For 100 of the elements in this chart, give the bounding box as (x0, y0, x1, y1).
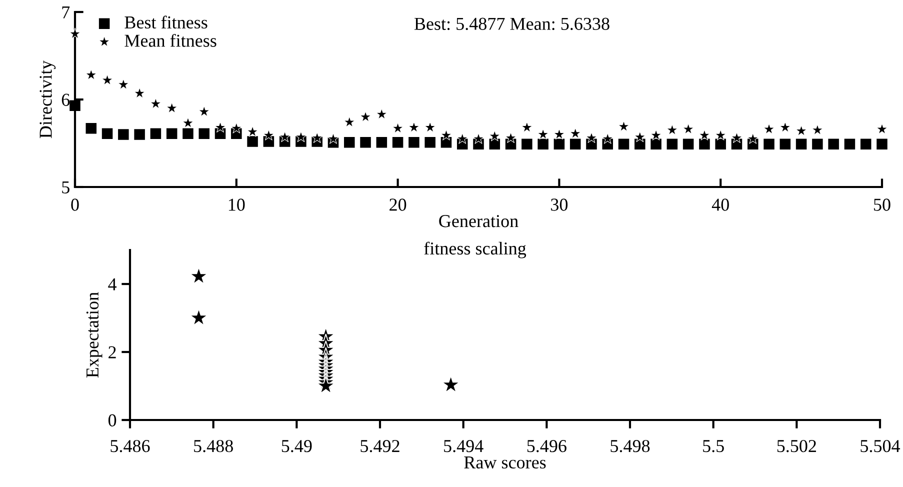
point (537, 128, 549, 140)
y-tick-label: 2 (108, 346, 116, 358)
point (699, 138, 710, 150)
point (795, 124, 808, 136)
point (360, 136, 371, 148)
point (150, 128, 162, 140)
point (666, 138, 678, 150)
point (69, 28, 81, 39)
x-tick-label: 5.494 (444, 440, 484, 452)
point (344, 116, 356, 128)
x-tick-label: 5.49 (282, 440, 312, 452)
point (102, 128, 113, 140)
point (504, 132, 517, 143)
y-axis-title: Directivity (40, 60, 56, 138)
point (344, 136, 355, 148)
point (182, 117, 194, 128)
point (150, 98, 162, 109)
point (780, 138, 791, 150)
point (876, 123, 888, 134)
x-tick-label: 20 (390, 198, 406, 211)
point (376, 108, 388, 120)
point (682, 138, 694, 150)
point (198, 128, 210, 140)
point (828, 138, 839, 150)
x-tick-label: 5.498 (610, 440, 650, 452)
x-tick-label: 5.5 (703, 440, 724, 452)
point (392, 136, 404, 148)
x-axis-title: Raw scores (464, 456, 546, 469)
point (230, 122, 242, 134)
point (134, 129, 145, 140)
point (488, 130, 500, 142)
point (101, 74, 114, 86)
point (521, 121, 533, 132)
point (570, 128, 582, 139)
point (522, 138, 532, 150)
point (682, 123, 694, 134)
point (70, 100, 80, 112)
point (247, 136, 258, 147)
point (714, 129, 726, 140)
point (586, 132, 598, 143)
point (570, 138, 581, 150)
point (634, 131, 646, 142)
x-axis-title: Generation (439, 215, 518, 228)
point (844, 138, 856, 150)
point (876, 138, 888, 150)
x-tick-label: 40 (712, 198, 729, 211)
point (618, 120, 630, 132)
point (327, 132, 340, 144)
point (279, 131, 291, 142)
point (618, 138, 630, 150)
point (860, 138, 872, 150)
point (408, 121, 420, 132)
point (812, 124, 824, 136)
x-tick-label: 50 (874, 198, 890, 211)
x-tick-label: 5.488 (194, 440, 233, 452)
point (715, 138, 726, 150)
legend-label: Best fitness (124, 16, 208, 29)
point (295, 131, 307, 142)
y-tick-label: 7 (62, 6, 70, 18)
point (489, 138, 500, 150)
point (198, 106, 210, 117)
x-tick-label: 5.492 (360, 440, 400, 452)
x-tick-label: 5.496 (527, 440, 566, 452)
point (424, 136, 436, 148)
x-tick-label: 5.486 (110, 440, 150, 452)
legend-label: Mean fitness (124, 34, 216, 47)
point (747, 132, 759, 144)
point (440, 129, 452, 140)
point (360, 110, 372, 122)
point (538, 138, 548, 150)
chart-title: fitness scaling (424, 242, 526, 258)
point (392, 122, 404, 134)
annotation: Best: 5.4877 Mean: 5.6338 (414, 18, 610, 30)
point (554, 138, 565, 150)
point (118, 78, 130, 90)
y-axis-title: Expectation (86, 292, 102, 378)
point (796, 138, 807, 150)
point (408, 136, 420, 148)
x-tick-label: 5.504 (860, 440, 900, 452)
x-tick-label: 10 (228, 198, 245, 211)
point (262, 129, 274, 140)
point (424, 121, 436, 132)
y-tick-label: 5 (62, 181, 70, 194)
x-tick-label: 30 (551, 198, 568, 211)
y-tick-label: 0 (108, 414, 116, 426)
point (763, 123, 775, 134)
y-tick-label: 6 (62, 94, 70, 106)
point (456, 132, 468, 144)
point (311, 132, 323, 143)
point (602, 132, 614, 144)
point (134, 87, 146, 98)
point (472, 132, 484, 144)
point (246, 126, 258, 137)
point (650, 138, 662, 150)
x-tick-label: 5.502 (777, 440, 816, 452)
point (376, 136, 388, 148)
x-tick-label: 0 (71, 198, 79, 211)
point (166, 102, 178, 114)
point (166, 128, 178, 140)
y-tick-label: 4 (108, 278, 117, 290)
